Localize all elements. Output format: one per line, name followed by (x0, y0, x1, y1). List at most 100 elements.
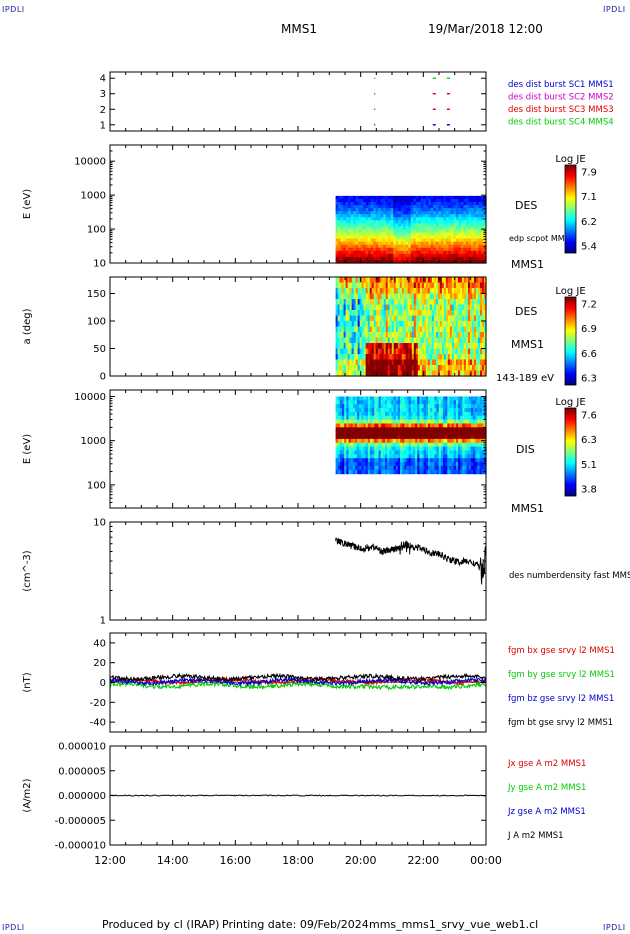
heat-cell (378, 211, 382, 215)
heat-cell (408, 238, 412, 243)
heat-cell (357, 365, 361, 372)
heat-cell (387, 396, 390, 401)
heat-cell (453, 235, 457, 240)
heat-cell (409, 354, 413, 361)
heat-cell (417, 438, 420, 444)
heat-cell (368, 250, 372, 255)
heat-cell (427, 288, 431, 295)
colorbar-cell (565, 198, 576, 200)
heat-cell (365, 332, 369, 339)
heat-cell (432, 404, 436, 409)
heat-cell (395, 465, 399, 471)
heat-cell (369, 404, 373, 409)
heat-cell (351, 348, 355, 355)
heat-cell (363, 310, 367, 317)
heat-cell (465, 244, 470, 249)
heat-cell (467, 365, 471, 372)
heat-cell (393, 343, 397, 350)
heat-cell (425, 446, 429, 452)
heat-cell (369, 359, 373, 366)
colorbar-cell (565, 381, 576, 383)
heat-cell (433, 277, 437, 284)
heat-cell (353, 310, 357, 317)
heat-cell (466, 404, 470, 409)
burst-mark (446, 77, 450, 79)
heat-cell (465, 337, 469, 344)
heat-cell (443, 348, 447, 355)
heat-cell (470, 404, 474, 409)
heat-cell (460, 408, 463, 413)
heat-cell (335, 195, 339, 200)
heat-cell (455, 370, 459, 377)
heat-cell (445, 198, 449, 203)
heat-cell (478, 220, 482, 224)
heat-cell (404, 469, 408, 475)
heat-cell (434, 458, 438, 463)
heat-cell (404, 427, 408, 432)
heat-cell (408, 396, 412, 401)
heat-cell (430, 435, 433, 440)
heat-cell (402, 396, 405, 401)
heat-cell (441, 348, 445, 355)
heat-cell (367, 419, 371, 425)
heat-cell (400, 229, 404, 234)
heat-cell (457, 343, 461, 350)
heat-cell (443, 396, 446, 401)
heat-cell (483, 415, 487, 421)
heat-cell (418, 247, 422, 252)
heat-cell (389, 288, 393, 295)
heat-cell (428, 241, 432, 246)
heat-cell (427, 454, 431, 459)
heat-cell (341, 332, 345, 339)
heat-cell (439, 365, 443, 372)
heat-cell (369, 446, 373, 452)
heat-cell (427, 282, 431, 289)
heat-cell (349, 354, 353, 361)
heat-cell (387, 288, 391, 295)
heat-cell (440, 404, 444, 409)
heat-cell (440, 419, 444, 425)
heat-cell (483, 359, 487, 366)
heat-cell (358, 220, 362, 224)
heat-cell (455, 235, 460, 240)
heat-cell (430, 238, 434, 243)
heat-cell (383, 253, 387, 258)
heat-cell (399, 370, 403, 377)
heat-cell (435, 229, 439, 234)
colorbar-cell (565, 342, 576, 344)
des-energy-heatmap (335, 195, 487, 264)
heat-cell (353, 232, 357, 237)
heat-cell (440, 205, 444, 209)
heat-cell (350, 408, 354, 413)
heat-cell (410, 250, 414, 255)
heat-cell (483, 195, 487, 200)
heat-cell (430, 259, 434, 264)
heat-cell (379, 354, 383, 361)
heat-cell (464, 435, 468, 440)
heat-cell (465, 232, 470, 237)
heat-cell (355, 310, 359, 317)
heat-cell (477, 326, 481, 333)
heat-cell (469, 310, 473, 317)
colorbar-cell (565, 492, 576, 494)
heat-cell (369, 293, 373, 300)
heat-cell (383, 299, 387, 306)
heat-cell (367, 411, 371, 417)
heat-cell (382, 446, 386, 452)
heat-cell (370, 247, 374, 252)
heat-cell (421, 427, 425, 432)
heat-cell (420, 205, 424, 209)
heat-cell (403, 223, 407, 227)
heat-cell (342, 450, 345, 455)
heat-cell (433, 253, 437, 258)
heat-cell (455, 450, 459, 455)
y-tick-label-3: 100 (87, 480, 106, 491)
heat-cell (337, 288, 341, 295)
colorbar-cell (565, 351, 576, 353)
colorbar-cell (565, 168, 576, 170)
colorbar-cell (565, 350, 576, 352)
heat-cell (483, 253, 487, 258)
heat-cell (363, 431, 367, 436)
heat-cell (467, 288, 471, 295)
heat-cell (367, 427, 371, 432)
